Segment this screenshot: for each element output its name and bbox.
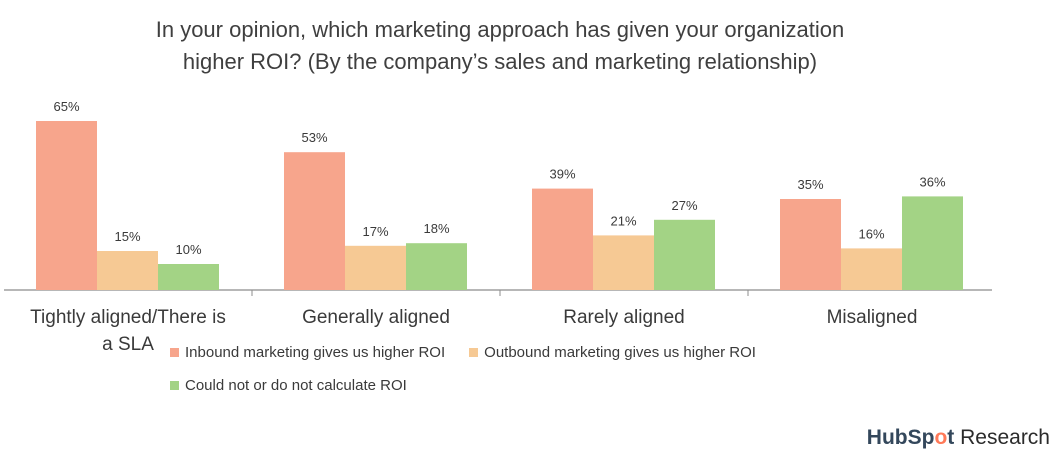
category-label: Generally aligned bbox=[302, 307, 450, 328]
bar-no-roi-0 bbox=[158, 264, 219, 290]
bar-value-label: 18% bbox=[423, 221, 449, 236]
bar-inbound-2 bbox=[532, 188, 593, 290]
bar-value-label: 65% bbox=[53, 99, 79, 114]
bar-value-label: 16% bbox=[858, 226, 884, 241]
bar-value-label: 35% bbox=[797, 177, 823, 192]
bar-value-label: 17% bbox=[362, 224, 388, 239]
legend-item-no-roi: Could not or do not calculate ROI bbox=[170, 377, 407, 394]
bar-no-roi-3 bbox=[902, 196, 963, 290]
bar-no-roi-1 bbox=[406, 243, 467, 290]
bar-value-label: 36% bbox=[919, 174, 945, 189]
bar-outbound-0 bbox=[97, 251, 158, 290]
bar-inbound-0 bbox=[36, 121, 97, 290]
category-label: Rarely aligned bbox=[563, 307, 684, 328]
legend-label-outbound: Outbound marketing gives us higher ROI bbox=[484, 343, 756, 361]
category-label-line-2: a SLA bbox=[102, 334, 154, 355]
category-label: Tightly aligned/There is bbox=[30, 307, 226, 328]
bar-outbound-3 bbox=[841, 248, 902, 290]
bar-no-roi-2 bbox=[654, 219, 715, 290]
bar-value-label: 10% bbox=[175, 242, 201, 257]
bar-inbound-1 bbox=[284, 152, 345, 290]
legend-item-outbound: Outbound marketing gives us higher ROI bbox=[469, 344, 756, 361]
chart-title-line-1: In your opinion, which marketing approac… bbox=[155, 17, 845, 42]
legend-label-inbound: Inbound marketing gives us higher ROI bbox=[185, 343, 446, 361]
legend-item-inbound: Inbound marketing gives us higher ROI bbox=[170, 344, 445, 361]
bar-inbound-3 bbox=[780, 199, 841, 290]
bar-outbound-1 bbox=[345, 245, 406, 290]
bar-outbound-2 bbox=[593, 235, 654, 290]
bar-value-label: 21% bbox=[610, 213, 636, 228]
hubspot-research-logo: HubSpot Research bbox=[866, 426, 1050, 449]
legend-swatch-outbound bbox=[469, 347, 479, 357]
chart-title-line-2: higher ROI? (By the company’s sales and … bbox=[182, 49, 818, 74]
bar-value-label: 53% bbox=[301, 130, 327, 145]
category-label: Misaligned bbox=[827, 307, 918, 328]
legend-swatch-inbound bbox=[170, 347, 179, 357]
legend-label-no-roi: Could not or do not calculate ROI bbox=[185, 376, 407, 394]
chart-legend: Inbound marketing gives us higher ROI Ou… bbox=[170, 342, 780, 408]
bar-value-label: 27% bbox=[671, 198, 697, 213]
bar-value-label: 39% bbox=[549, 167, 575, 182]
legend-swatch-no-roi bbox=[170, 380, 179, 390]
bar-value-label: 15% bbox=[114, 229, 140, 244]
chart-title: In your opinion, which marketing approac… bbox=[0, 14, 1000, 78]
